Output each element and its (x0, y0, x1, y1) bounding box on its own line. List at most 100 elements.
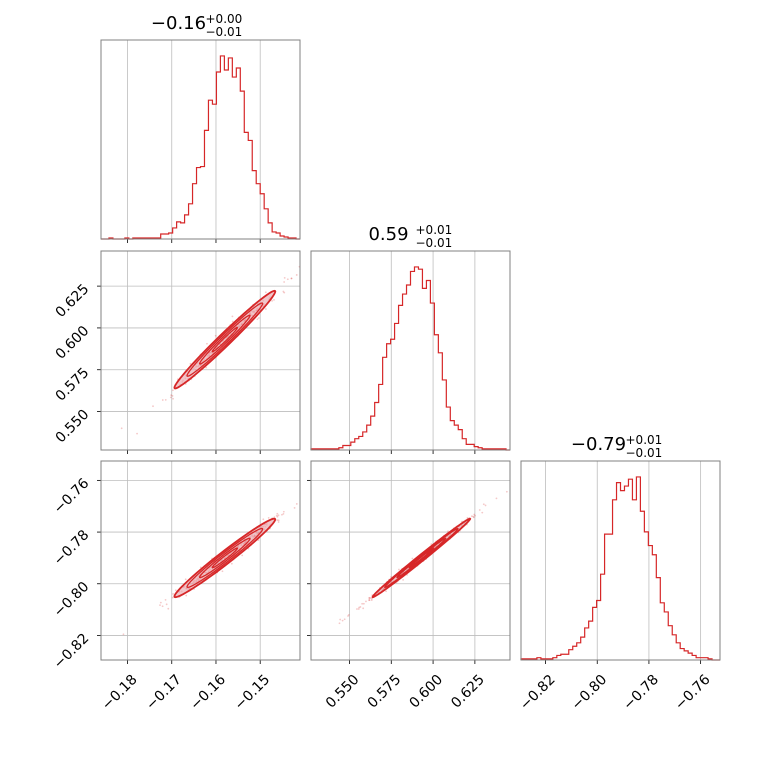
sample-point (474, 514, 476, 517)
contour-level (211, 547, 239, 569)
sample-point (271, 299, 273, 302)
histogram-panel-2: −0.79 +0.01−0.01 (520, 433, 721, 664)
x-tick-label: −0.78 (620, 672, 662, 714)
sample-point (472, 515, 475, 518)
y-tick-label: 0.550 (53, 407, 93, 447)
sample-point (264, 291, 267, 294)
sample-point (290, 277, 293, 280)
sample-point (430, 543, 433, 546)
sample-point (161, 605, 164, 608)
histogram-step-line (310, 266, 510, 451)
axis-frame (100, 39, 301, 240)
sample-point (305, 257, 307, 259)
panel-title-lower-error: −0.01 (416, 236, 453, 250)
sample-point (283, 281, 286, 283)
scatter-content (120, 227, 342, 435)
sample-point (362, 602, 365, 605)
sample-point (312, 262, 314, 264)
axis-frame (100, 460, 301, 661)
sample-point (347, 615, 349, 617)
x-tick-label: 0.625 (448, 672, 488, 712)
x-tick-label: −0.80 (569, 672, 611, 714)
sample-point (466, 516, 469, 519)
axis-frame (520, 460, 721, 661)
sample-point (295, 503, 298, 505)
x-tick-label: −0.17 (143, 672, 185, 714)
sample-point (165, 603, 168, 606)
contour-level (198, 314, 251, 365)
x-tick-label: 0.550 (323, 672, 363, 712)
sample-point (327, 476, 329, 478)
contour-level (198, 537, 251, 579)
sample-point (199, 566, 202, 569)
sample-point (214, 334, 217, 337)
sample-point (257, 317, 260, 319)
sample-point (481, 511, 484, 514)
sample-point (369, 597, 372, 599)
sample-point (136, 432, 138, 435)
contour-level (383, 527, 459, 589)
sample-point (231, 320, 234, 323)
sample-point (171, 395, 174, 397)
x-tick-label: −0.82 (517, 672, 559, 714)
sample-point (398, 568, 400, 571)
y-tick-label: 0.625 (53, 281, 93, 321)
panel-title-upper-error: +0.00 (206, 12, 243, 26)
sample-point (267, 516, 270, 519)
contour-level (186, 527, 264, 589)
sample-point (290, 277, 293, 280)
scatter-panel-0-1 (97, 227, 342, 454)
sample-point (282, 290, 285, 293)
sample-point (205, 366, 208, 369)
sample-point (230, 562, 233, 565)
sample-point (172, 389, 174, 392)
sample-point (286, 278, 289, 281)
sample-point (482, 503, 485, 506)
sample-point (120, 427, 123, 430)
sample-point (338, 622, 341, 625)
sample-point (339, 618, 342, 621)
sample-point (275, 514, 278, 517)
sample-point (185, 594, 188, 597)
axis-frame (310, 250, 511, 451)
sample-point (368, 599, 371, 602)
sample-point (164, 598, 167, 601)
sample-point (470, 515, 473, 518)
sample-point (365, 600, 367, 603)
sample-point (357, 608, 360, 610)
sample-point (358, 606, 360, 609)
sample-point (368, 599, 371, 601)
contour-level (371, 517, 472, 599)
y-tick-label: 0.600 (53, 323, 93, 363)
sample-point (361, 602, 364, 605)
panel-title-upper-error: +0.01 (416, 223, 453, 237)
sample-point (473, 513, 476, 516)
contour-level (408, 547, 435, 569)
sample-point (276, 512, 279, 515)
sample-point (231, 315, 234, 318)
sample-point (495, 497, 498, 500)
sample-point (347, 614, 350, 616)
sample-point (282, 512, 285, 515)
sample-point (411, 557, 414, 560)
sample-point (385, 590, 387, 593)
sample-point (277, 521, 280, 523)
sample-point (167, 607, 170, 610)
sample-point (340, 227, 342, 229)
sample-point (206, 342, 208, 345)
sample-point (152, 405, 154, 408)
sample-point (472, 516, 475, 519)
panel-title-lower-error: −0.01 (206, 25, 243, 39)
panel-title: −0.79 (571, 434, 626, 455)
sample-point (402, 579, 405, 581)
panel-title: 0.59 (368, 224, 408, 245)
sample-point (159, 601, 162, 604)
sample-point (484, 504, 487, 507)
panel-title-lower-error: −0.01 (626, 446, 663, 460)
scatter-panel-1-2 (307, 460, 511, 664)
sample-point (390, 576, 392, 578)
y-tick-label: −0.80 (51, 579, 93, 621)
sample-point (447, 530, 449, 533)
sample-point (368, 597, 371, 600)
sample-point (256, 318, 259, 321)
